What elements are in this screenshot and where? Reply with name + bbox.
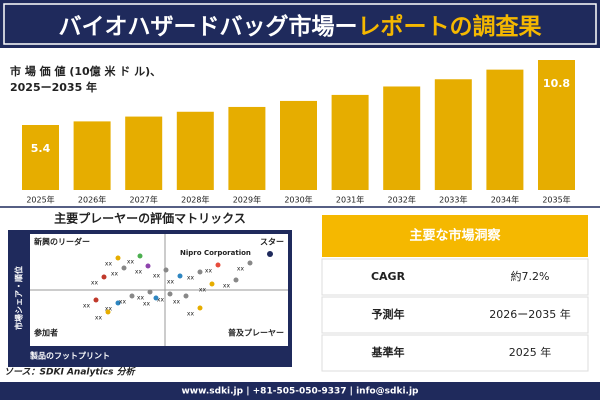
x-axis-label: 製品のフットプリント: [29, 351, 110, 361]
player-dot: [137, 253, 143, 259]
player-label: xx: [237, 266, 245, 273]
bar: [280, 100, 317, 190]
player-label: xx: [157, 297, 165, 304]
player-dot: [101, 274, 107, 280]
title-main: バイオハザードバッグ市場ー: [59, 13, 358, 40]
x-tick-label: 2035年: [542, 195, 570, 205]
insight-row: [321, 334, 589, 372]
quadrant-label: 新興のリーダー: [34, 237, 90, 247]
player-label: xx: [83, 303, 91, 310]
x-tick-label: 2032年: [388, 195, 416, 205]
insights-header: [322, 215, 588, 257]
footer-bar: [0, 382, 600, 400]
x-tick-label: 2026年: [78, 195, 106, 205]
player-label: xx: [105, 306, 113, 313]
insight-row: [321, 296, 589, 334]
player-label: xx: [135, 269, 143, 276]
highlight-dot: [267, 251, 273, 257]
insight-value: 2025 年: [509, 345, 552, 359]
player-dot: [93, 297, 99, 303]
x-tick-label: 2029年: [233, 195, 261, 205]
x-tick-label: 2028年: [181, 195, 209, 205]
player-dot: [115, 255, 121, 261]
x-tick-label: 2025年: [26, 195, 54, 205]
bar: [383, 86, 421, 190]
player-dot: [145, 263, 151, 269]
bar: [538, 60, 575, 190]
title-bar: [0, 0, 600, 48]
insight-row: [321, 258, 589, 296]
x-tick-label: 2027年: [130, 195, 158, 205]
player-label: xx: [137, 295, 145, 302]
player-dot: [183, 293, 189, 299]
player-label: xx: [95, 315, 103, 322]
player-label: xx: [119, 299, 127, 306]
bar: [434, 79, 472, 190]
x-tick-label: 2033年: [439, 195, 467, 205]
x-tick-label: 2034年: [491, 195, 519, 205]
subtitle: 2025ー2035 年: [10, 80, 97, 94]
footer: www.sdki.jp | +81-505-050-9337 | info@sd…: [181, 387, 419, 397]
player-label: xx: [173, 299, 181, 306]
player-dot: [177, 273, 183, 279]
insight-key: 予測年: [372, 307, 405, 321]
insights-title: 主要な市場洞察: [409, 228, 501, 244]
player-dot: [209, 281, 215, 287]
player-label: xx: [111, 271, 119, 278]
source: ソース：SDKI Analytics 分析: [4, 367, 137, 378]
player-dot: [153, 295, 159, 301]
title: バイオハザードバッグ市場ーレポートの調査果: [59, 13, 542, 40]
player-dot: [247, 260, 253, 266]
player-label: xx: [167, 279, 175, 286]
player-dot: [167, 291, 173, 297]
y-axis-label: 市場シェア・順位: [14, 266, 24, 330]
player-dot: [233, 277, 239, 283]
highlight-label: Nipro Corporation: [180, 249, 251, 257]
x-tick-label: 2031年: [336, 195, 364, 205]
insight-value: 約7.2%: [511, 269, 550, 283]
subtitle: 市 場 価 値 (10億 米 ド ル)、: [10, 64, 161, 78]
quadrant-label: 普及プレーヤー: [228, 328, 284, 338]
bar: [176, 111, 214, 190]
title-frame: [3, 3, 597, 45]
player-dot: [105, 309, 111, 315]
quadrant-label: スター: [260, 237, 284, 247]
player-label: xx: [205, 268, 213, 275]
x-tick-label: 2030年: [284, 195, 312, 205]
player-label: xx: [91, 280, 99, 287]
player-label: xx: [187, 311, 195, 318]
bar: [125, 116, 163, 190]
quadrant-label: 参加者: [33, 328, 58, 338]
player-dot: [197, 305, 203, 311]
insight-value: 2026ー2035 年: [489, 307, 571, 321]
player-dot: [129, 293, 135, 299]
title-accent: レポートの調査果: [358, 13, 542, 40]
player-dot: [147, 289, 153, 295]
player-dot: [163, 267, 169, 273]
bar: [331, 94, 369, 190]
insight-key: CAGR: [371, 270, 406, 283]
player-dot: [197, 269, 203, 275]
insight-key: 基準年: [371, 345, 405, 359]
player-label: xx: [187, 275, 195, 282]
bar: [486, 69, 524, 190]
player-dot: [215, 262, 221, 268]
value-label: 10.8: [543, 77, 570, 90]
player-label: xx: [127, 259, 135, 266]
player-label: xx: [153, 273, 161, 280]
bar: [22, 125, 59, 190]
player-dot: [121, 265, 127, 271]
player-label: xx: [199, 287, 207, 294]
player-dot: [115, 300, 121, 306]
matrix-title: 主要プレーヤーの評価マトリックス: [54, 211, 246, 226]
player-label: xx: [105, 261, 113, 268]
player-label: xx: [143, 301, 151, 308]
bar: [73, 121, 111, 190]
bar: [228, 106, 266, 190]
player-label: xx: [223, 283, 231, 290]
value-label: 5.4: [31, 142, 51, 155]
